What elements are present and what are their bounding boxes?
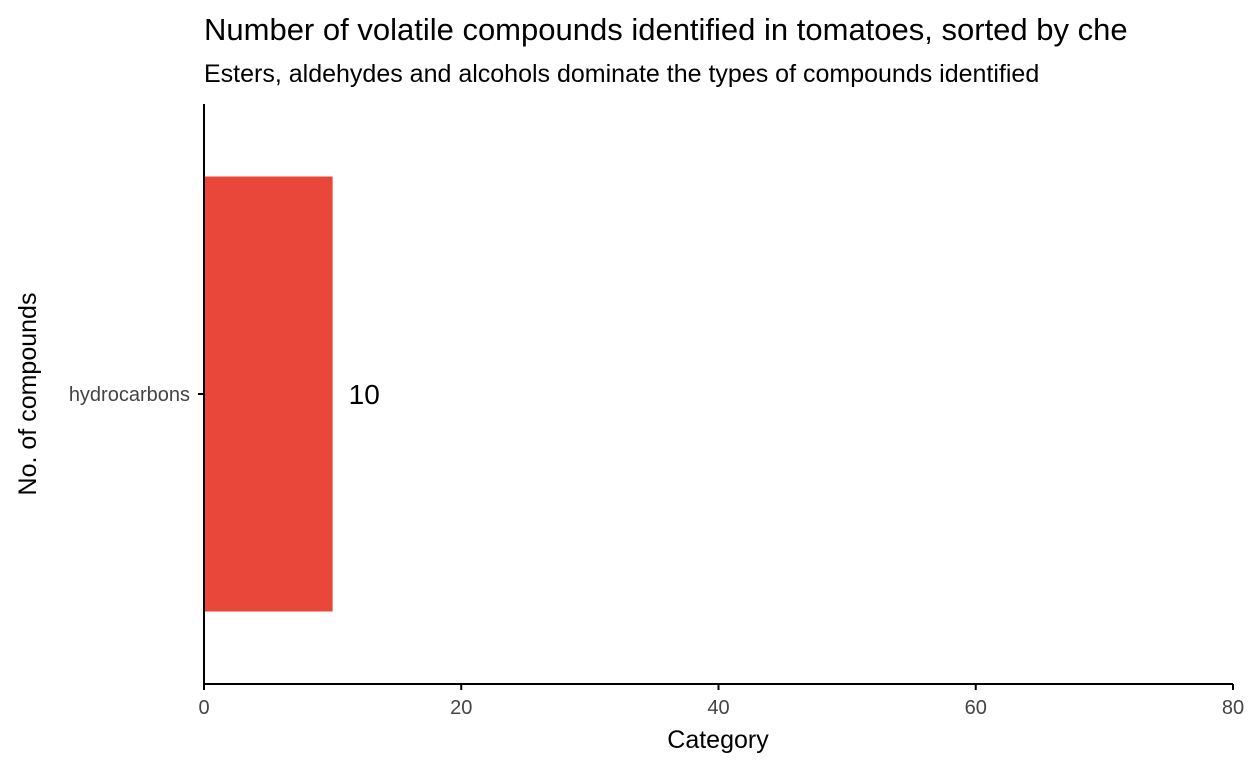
x-tick-label: 20 [450, 697, 472, 719]
data-label: 10 [349, 379, 380, 410]
x-tick-label: 60 [965, 697, 987, 719]
x-tick-label: 40 [707, 697, 729, 719]
chart-title: Number of volatile compounds identified … [204, 12, 1128, 47]
chart-subtitle: Esters, aldehydes and alcohols dominate … [204, 60, 1039, 88]
x-tick-label: 80 [1222, 697, 1244, 719]
x-tick-label: 0 [198, 697, 209, 719]
x-axis-label: Category [667, 726, 769, 754]
y-tick-label: hydrocarbons [69, 384, 190, 406]
bar [204, 176, 333, 612]
y-axis-label: No. of compounds [14, 293, 42, 496]
plot-area: hydrocarbons 10 0 20 40 60 80 [69, 104, 1244, 719]
